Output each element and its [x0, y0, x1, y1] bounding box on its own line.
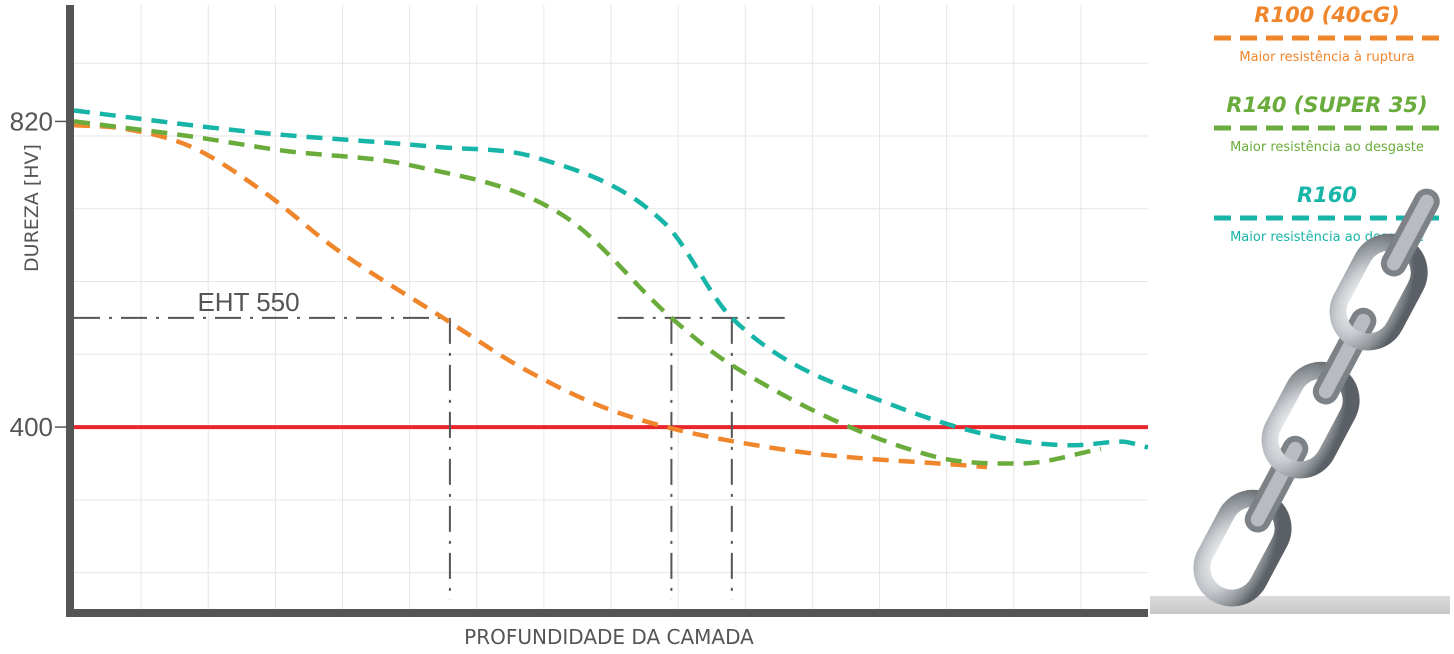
- ht-label: EHT 550: [197, 287, 299, 317]
- y-axis-title: DUREZA [HV]: [21, 144, 43, 272]
- legend-name-r140: R140 (SUPER 35): [1226, 93, 1427, 117]
- legend-name-r160: R160: [1297, 183, 1357, 207]
- axes: [66, 5, 1148, 617]
- legend-name-r100: R100 (40cG): [1254, 3, 1399, 27]
- y-tick-labels: 820 400: [10, 106, 70, 442]
- legend: R100 (40cG) Maior resistência à ruptura R1…: [1214, 3, 1441, 245]
- series-line-r100: [73, 122, 988, 470]
- y-tick-label: 400: [10, 412, 53, 442]
- legend-description-r100: Maior resistência à ruptura: [1239, 50, 1414, 65]
- chain-image: [1150, 188, 1450, 614]
- series-line-r140: [73, 119, 1102, 466]
- annotation-layer: EHT 550: [74, 287, 786, 600]
- legend-description-r140: Maior resistência ao desgaste: [1230, 140, 1424, 155]
- y-tick-label: 820: [10, 106, 53, 136]
- series-line-r160: [73, 108, 1149, 450]
- series-layer: [73, 108, 1149, 470]
- x-axis-title: PROFUNDIDADE DA CAMADA: [464, 625, 754, 649]
